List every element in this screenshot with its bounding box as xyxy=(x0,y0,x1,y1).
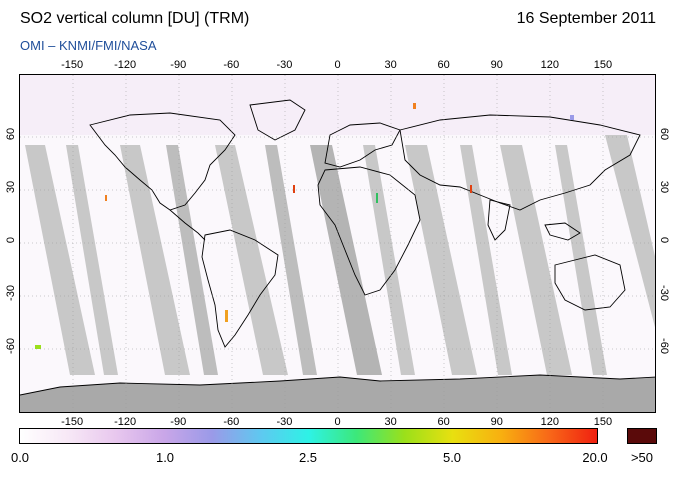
europe-outline xyxy=(324,122,401,168)
central-america-outline xyxy=(169,209,206,241)
orbit-gap-stripe xyxy=(166,145,218,375)
longitude-tick-label: 30 xyxy=(384,59,397,71)
so2-speck xyxy=(470,185,472,193)
longitude-tick-label: 0 xyxy=(334,59,341,71)
longitude-tick-label: -30 xyxy=(276,59,293,71)
australia-outline xyxy=(554,254,626,311)
orbit-gap-stripe xyxy=(66,145,118,375)
longitude-tick-label: 60 xyxy=(437,59,450,71)
longitude-tick-label: 150 xyxy=(593,59,613,71)
longitude-tick-label: 90 xyxy=(490,59,503,71)
colorbar-label: 2.5 xyxy=(298,450,318,465)
coastlines xyxy=(20,99,655,396)
so2-speck xyxy=(105,195,107,201)
longitude-tick-label: -150 xyxy=(61,59,84,71)
longitude-tick-label: 150 xyxy=(593,416,613,428)
graticule xyxy=(20,75,655,412)
longitude-tick-label: -60 xyxy=(223,59,240,71)
longitude-tick-label: 0 xyxy=(334,416,341,428)
arctic-region xyxy=(20,75,655,135)
latitude-tick-label: 60 xyxy=(658,127,670,141)
so2-speck xyxy=(376,193,378,203)
latitude-tick-label: -60 xyxy=(658,337,670,354)
antarctica-coast xyxy=(20,374,655,396)
north-america-outline xyxy=(89,112,236,211)
orbit-gap-stripe xyxy=(500,145,572,375)
so2-speck xyxy=(35,345,41,349)
colorbar-label: 1.0 xyxy=(155,450,175,465)
south-america-outline xyxy=(201,229,279,348)
longitude-tick-label: -30 xyxy=(276,416,293,428)
longitude-tick-label: 60 xyxy=(437,416,450,428)
colorbar-label: 20.0 xyxy=(582,450,608,465)
orbit-gap-stripe xyxy=(265,145,317,375)
colorbar-label: 5.0 xyxy=(442,450,462,465)
orbit-gap-stripe xyxy=(605,135,655,328)
orbit-gap-stripe xyxy=(215,145,288,375)
greenland-outline xyxy=(249,99,306,141)
latitude-tick-label: 60 xyxy=(5,127,17,141)
latitude-tick-label: -60 xyxy=(5,337,17,354)
so2-speck xyxy=(293,185,295,193)
latitude-tick-label: 0 xyxy=(658,236,670,243)
longitude-tick-label: -150 xyxy=(61,416,84,428)
orbit-gap-stripe xyxy=(310,145,382,375)
longitude-tick-label: -120 xyxy=(114,59,137,71)
orbit-gap-stripe xyxy=(405,145,477,375)
latitude-tick-label: 30 xyxy=(658,180,670,194)
orbit-gap-stripes xyxy=(25,135,655,375)
latitude-tick-label: -30 xyxy=(658,284,670,301)
map-date: 16 September 2011 xyxy=(516,10,656,27)
orbit-gap-stripe xyxy=(460,145,512,375)
map-title: SO2 vertical column [DU] (TRM) xyxy=(20,10,250,27)
so2-colorbar xyxy=(19,428,598,444)
latitude-tick-label: -30 xyxy=(5,284,17,301)
longitude-tick-label: -90 xyxy=(170,59,187,71)
over-range-swatch xyxy=(627,428,657,444)
indonesia-outline xyxy=(544,222,581,241)
map-source: OMI – KNMI/FMI/NASA xyxy=(20,38,157,53)
orbit-gap-stripe xyxy=(120,145,190,375)
longitude-tick-label: -120 xyxy=(114,416,137,428)
so2-detections xyxy=(35,103,574,349)
longitude-tick-label: -60 xyxy=(223,416,240,428)
india-outline xyxy=(487,199,511,241)
latitude-tick-label: 30 xyxy=(5,180,17,194)
latitude-tick-label: 0 xyxy=(5,236,17,243)
antarctica-region xyxy=(20,375,655,412)
so2-speck xyxy=(570,115,574,120)
longitude-tick-label: 90 xyxy=(490,416,503,428)
so2-map xyxy=(19,74,656,413)
asia-outline xyxy=(399,114,641,211)
longitude-tick-label: 30 xyxy=(384,416,397,428)
so2-speck xyxy=(225,310,228,322)
longitude-tick-label: 120 xyxy=(540,416,560,428)
orbit-gap-stripe xyxy=(555,145,607,375)
africa-outline xyxy=(317,166,421,296)
colorbar-over-label: >50 xyxy=(630,450,654,465)
longitude-tick-label: -90 xyxy=(170,416,187,428)
orbit-gap-stripe xyxy=(25,145,95,375)
so2-speck xyxy=(413,103,416,109)
map-canvas xyxy=(20,75,655,412)
longitude-tick-label: 120 xyxy=(540,59,560,71)
colorbar-label: 0.0 xyxy=(10,450,30,465)
